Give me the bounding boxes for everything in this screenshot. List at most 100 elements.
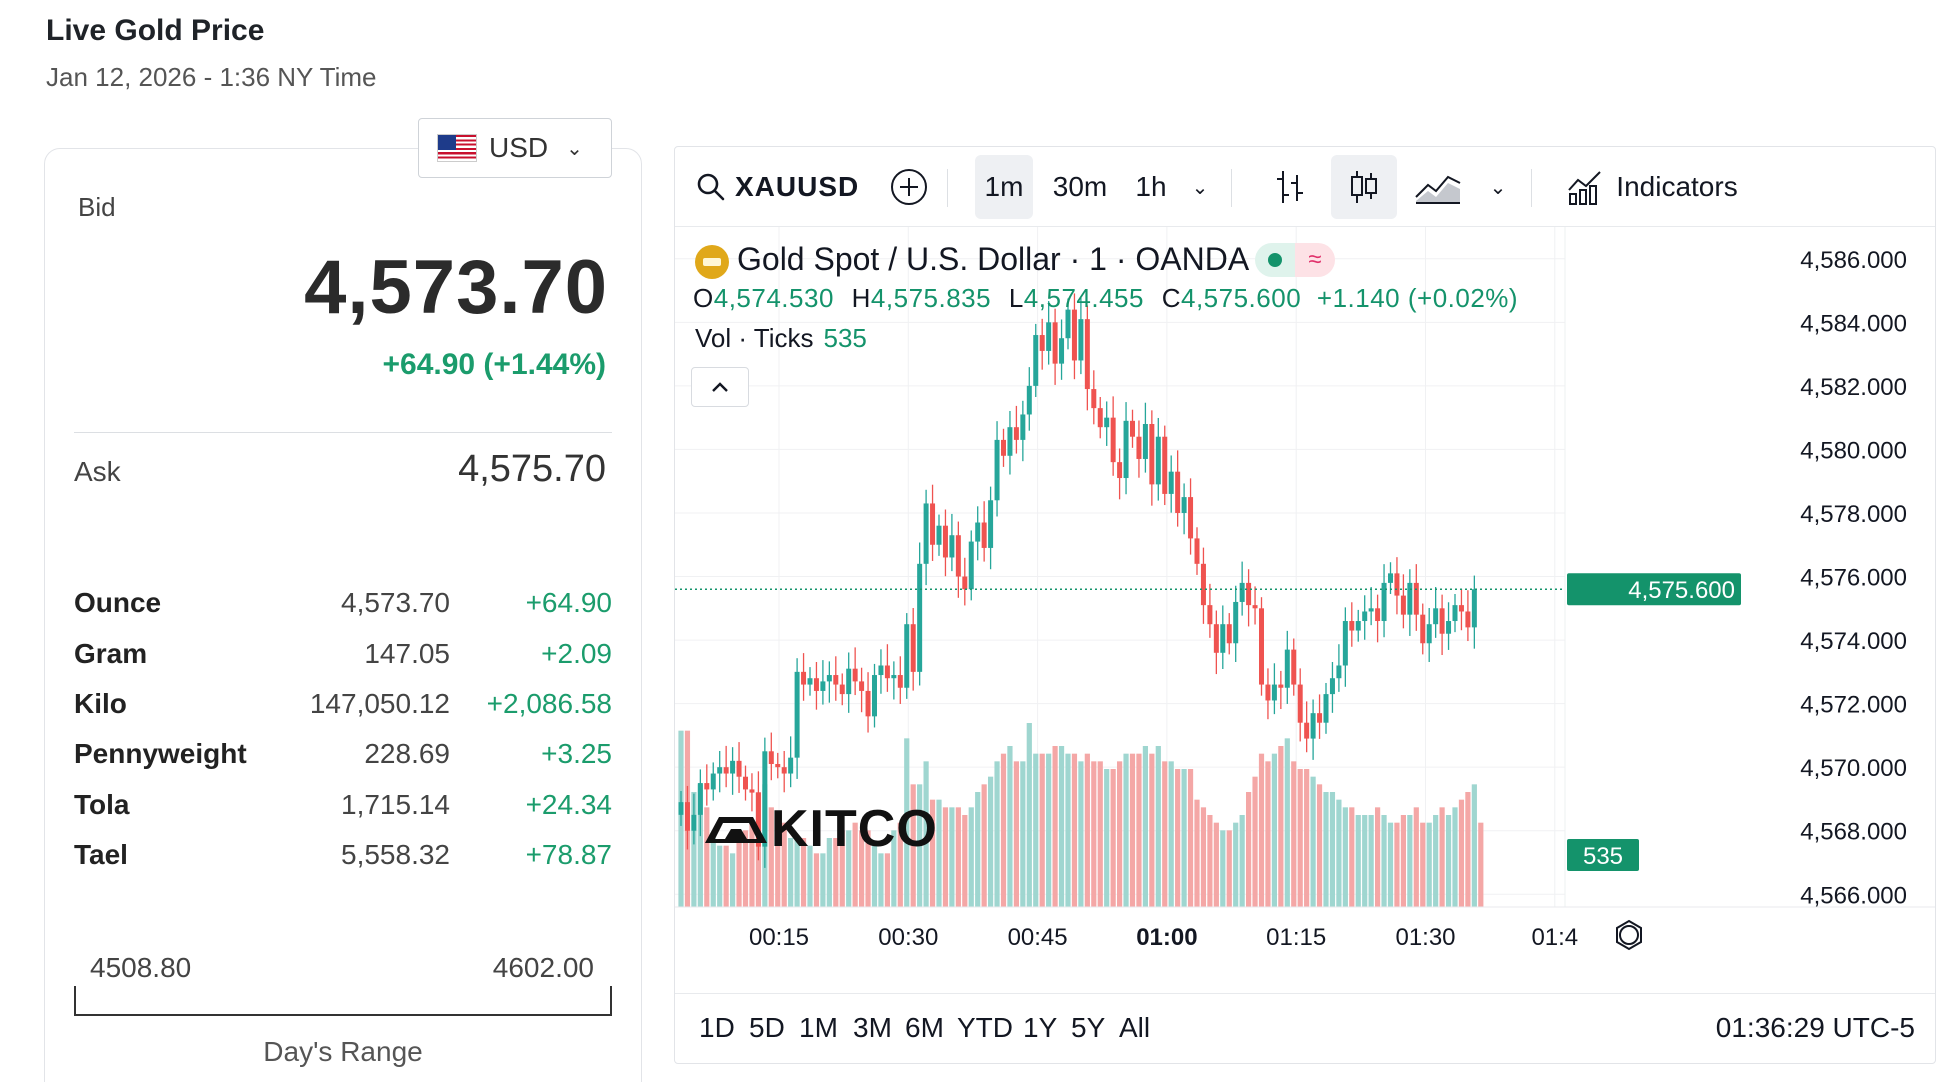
volume-bar [1407,815,1413,907]
volume-bar [1368,815,1374,907]
volume-bar [800,838,807,907]
volume-bar [1155,746,1161,907]
volume-bar [1252,776,1258,907]
candle-body [852,668,858,682]
volume-bar [1026,723,1032,907]
candle-body [968,541,974,590]
y-tick-label: 4,566.000 [1800,882,1907,909]
volume-bar [1013,761,1019,907]
day-range-label: Day's Range [263,1036,423,1067]
volume-bar [1039,753,1045,907]
candle-body [1168,471,1174,494]
volume-bar [1110,769,1116,907]
y-tick-label: 4,570.000 [1800,755,1907,782]
unit-change: +2,086.58 [486,687,612,719]
area-style-button[interactable] [1405,155,1471,219]
volume-bar [691,792,697,907]
volume-bar [975,792,981,907]
interval-dropdown-chevron-icon[interactable]: ⌄ [1191,176,1209,199]
compare-add-button[interactable] [887,155,931,219]
candle-body [981,522,987,548]
unit-change: +24.34 [525,788,612,820]
unit-row: Ounce 4,573.70 +64.90 [74,578,612,628]
search-icon [697,173,725,201]
candle-body [1071,309,1077,361]
candle-body [813,678,819,691]
candle-body [1078,319,1084,361]
candle-body [691,814,697,831]
candle-body [1368,608,1374,612]
candle-body [1452,605,1458,622]
range-all[interactable]: All [1119,1012,1151,1043]
chart-type-dropdown-chevron-icon[interactable]: ⌄ [1489,176,1507,199]
range-ytd[interactable]: YTD [957,1012,1013,1043]
settings-gear-icon[interactable] [1619,925,1639,945]
volume-bar [1129,753,1136,907]
range-5d[interactable]: 5D [749,1012,785,1043]
range-5y[interactable]: 5Y [1071,1012,1106,1043]
unit-name: Gram [74,637,148,669]
high-value: 4,575.835 [870,283,992,313]
candle-body [1084,319,1090,390]
volume-bar [1362,815,1368,907]
candle-body [1407,582,1413,615]
candle-body [781,767,787,774]
volume-bar [1233,822,1239,907]
chart-clock: 01:36:29 UTC-5 [1715,1012,1915,1043]
candle-body [1181,497,1187,513]
candle-body [859,681,865,691]
range-1d[interactable]: 1D [699,1012,735,1043]
candle-body [1336,665,1342,679]
volume-bar [1033,753,1039,907]
candle-body [1355,621,1361,631]
symbol-search[interactable]: XAUUSD [689,155,869,219]
volume-bar [923,761,929,907]
candle-body [917,563,923,672]
x-tick-label: 01:00 [1136,924,1197,951]
collapse-legend-button[interactable] [691,367,749,407]
candle-body [775,764,781,768]
volume-bar [807,845,813,907]
currency-select[interactable]: USD ⌄ [418,118,612,178]
candle-body [994,439,1000,501]
chevron-up-icon [712,382,728,392]
range-1y[interactable]: 1Y [1023,1012,1058,1043]
range-3m[interactable]: 3M [853,1012,892,1043]
last-volume-label: 535 [1583,843,1623,870]
volume-bar [813,853,820,907]
volume-bar [1052,746,1058,907]
price-chart[interactable]: 4,586.000 4,584.000 4,582.000 4,580.000 4,57… [675,227,1936,987]
candle-body [1400,595,1406,615]
candle-body [684,802,690,831]
volume-bar [1478,822,1484,907]
bar-style-button[interactable] [1261,155,1319,219]
volume-bar [742,830,749,907]
candle-body [930,503,936,545]
x-tick-label: 01:30 [1395,924,1455,951]
volume-bar [981,784,987,907]
candle-body [820,681,826,691]
volume-bar [1387,822,1394,907]
volume-bar [1297,769,1303,907]
volume-bar [1381,815,1387,907]
unit-change: +78.87 [525,839,612,871]
indicators-button[interactable]: Indicators [1555,155,1749,219]
candle-body [1458,605,1464,612]
volume-bar [884,853,890,907]
candles-style-button[interactable] [1331,155,1397,219]
candle-body [710,773,716,790]
y-tick-label: 4,568.000 [1800,819,1907,846]
interval-30m[interactable]: 30m [1052,171,1108,202]
volume-bar [897,822,903,907]
volume-bar [1465,792,1471,907]
y-tick-label: 4,572.000 [1800,692,1907,719]
volume-bar [1084,753,1090,907]
unit-name: Kilo [74,687,127,719]
interval-1m[interactable]: 1m [975,155,1033,219]
candle-body [936,525,942,545]
range-6m[interactable]: 6M [905,1012,944,1043]
range-1m[interactable]: 1M [799,1012,838,1043]
candle-body [839,684,845,695]
interval-1h[interactable]: 1h [1135,171,1167,202]
candle-body [1001,439,1006,456]
